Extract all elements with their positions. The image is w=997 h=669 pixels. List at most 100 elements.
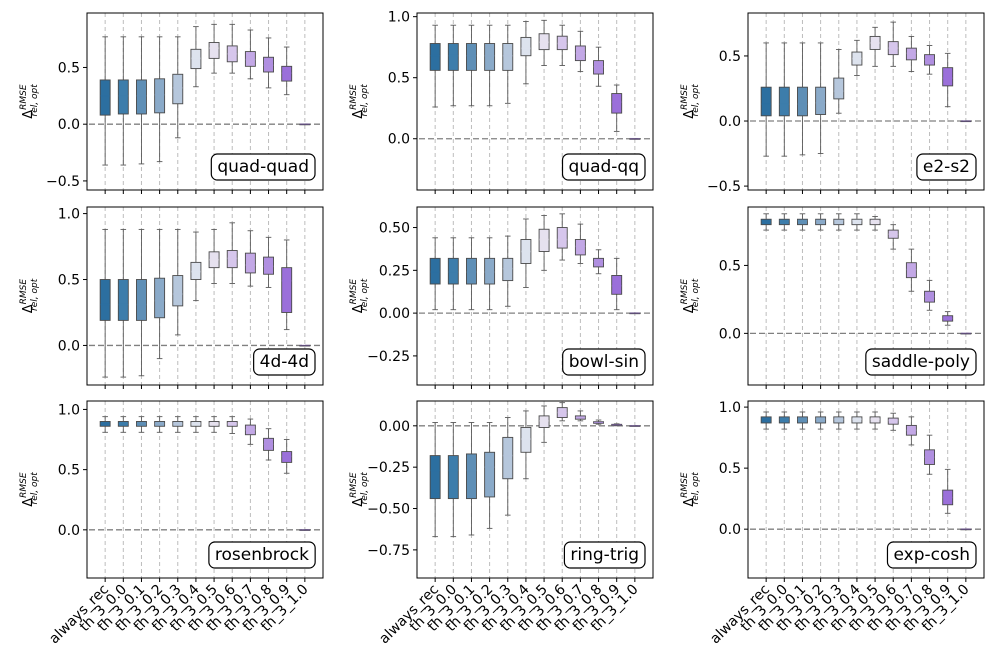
y-axis-label-sub: rel, opt [691, 278, 701, 311]
box-body [154, 277, 166, 319]
panel-title: rosenbrock [215, 545, 309, 565]
box-th_3_0.1 [466, 24, 477, 107]
box-body [629, 425, 641, 427]
y-axis-label: ΔRMSErel, opt [349, 278, 370, 313]
box-body [99, 421, 111, 427]
box-body [924, 449, 935, 465]
axes-frame [416, 400, 654, 579]
box-body [520, 239, 532, 264]
box-body [960, 332, 972, 335]
box-body [905, 424, 917, 436]
y-axis-label-sup: RMSE [680, 472, 690, 498]
box-body [263, 437, 274, 451]
box-th_3_0.1 [797, 411, 808, 430]
box-th_3_0.4 [520, 410, 532, 480]
box-body [99, 279, 111, 321]
panel-title-box [561, 153, 646, 181]
panel-e2-s2: −0.5 0.0 0.5 ΔRMSErel, opt e2-s2 [680, 12, 985, 195]
box-body [960, 528, 972, 531]
box-body [851, 416, 863, 424]
box-th_3_0.4 [190, 416, 202, 433]
box-body [429, 455, 441, 500]
box-th_3_0.2 [815, 42, 827, 155]
box-th_3_0.8 [924, 279, 935, 311]
y-axis-label-base: Δ [682, 304, 697, 313]
box-th_3_0.2 [154, 416, 166, 433]
box-body [466, 453, 477, 500]
box-body [924, 290, 935, 303]
panel-title: e2-s2 [923, 157, 970, 177]
y-axis-label: ΔRMSErel, opt [349, 472, 370, 507]
box-body [924, 54, 935, 66]
box-body [797, 86, 808, 117]
box-th_3_0.9 [942, 52, 954, 108]
ytick-label: 0.00 [379, 419, 410, 435]
box-body [208, 251, 220, 269]
box-body [629, 138, 641, 140]
ytick-label: 0.0 [388, 132, 410, 148]
box-body [466, 257, 477, 285]
box-body [484, 43, 496, 71]
y-axis-label-sub: rel, opt [30, 472, 40, 505]
box-th_3_0.0 [778, 213, 790, 231]
box-body [281, 451, 293, 463]
box-body [611, 275, 623, 295]
box-body [760, 86, 772, 117]
box-body [574, 415, 586, 420]
box-th_3_0.8 [593, 249, 604, 275]
box-body [244, 51, 256, 67]
box-th_3_0.6 [556, 24, 568, 66]
box-th_3_0.7 [574, 223, 586, 264]
box-th_3_0.0 [117, 228, 129, 378]
box-th_3_0.4 [851, 411, 863, 430]
box-th_3_0.5 [869, 26, 881, 67]
box-always_rec [99, 36, 111, 166]
y-axis-label-sup: RMSE [680, 279, 690, 305]
box-body [447, 257, 459, 285]
box-body [905, 47, 917, 61]
box-th_3_0.2 [815, 213, 827, 231]
box-th_3_0.5 [869, 411, 881, 430]
box-th_3_0.8 [263, 37, 274, 89]
box-th_3_1.0 [299, 529, 311, 531]
box-th_3_1.0 [960, 120, 972, 123]
box-body [611, 93, 623, 114]
axes-frame [416, 206, 654, 386]
box-th_3_0.2 [484, 24, 496, 107]
box-th_3_0.4 [520, 218, 532, 288]
box-body [136, 79, 147, 115]
y-axis-label-sup: RMSE [349, 472, 359, 498]
box-body [538, 415, 550, 428]
box-th_3_1.0 [629, 312, 641, 315]
y-axis-label-sub: rel, opt [360, 84, 370, 117]
box-always_rec [429, 237, 441, 311]
panel-title: saddle-poly [872, 352, 970, 372]
panel-title-box [253, 348, 316, 376]
ytick-label: 0.00 [379, 306, 410, 322]
box-th_3_0.5 [538, 19, 550, 66]
box-body [833, 416, 845, 424]
ytick-label: 1.0 [388, 10, 410, 26]
axes-frame [86, 12, 324, 191]
box-th_3_0.3 [502, 417, 514, 516]
y-axis-label: ΔRMSErel, opt [680, 472, 701, 507]
box-body [226, 45, 238, 63]
box-body [869, 416, 881, 424]
box-th_3_0.9 [281, 239, 293, 331]
box-body [226, 250, 238, 269]
box-body [905, 262, 917, 279]
box-body [611, 423, 623, 426]
panel-bowl-sin: −0.25 0.00 0.25 0.50 ΔRMSErel, opt bowl-sin [349, 206, 654, 389]
y-axis-label: ΔRMSErel, opt [19, 84, 40, 119]
box-body [520, 36, 532, 57]
ytick-label: 0.0 [719, 326, 741, 342]
box-body [190, 421, 202, 427]
box-body [172, 73, 184, 105]
y-axis-label-base: Δ [351, 110, 366, 119]
box-body [502, 43, 514, 71]
y-axis-label-sup: RMSE [19, 279, 29, 305]
box-body [263, 256, 274, 275]
panel-title-box [916, 153, 977, 181]
box-body [593, 60, 604, 75]
